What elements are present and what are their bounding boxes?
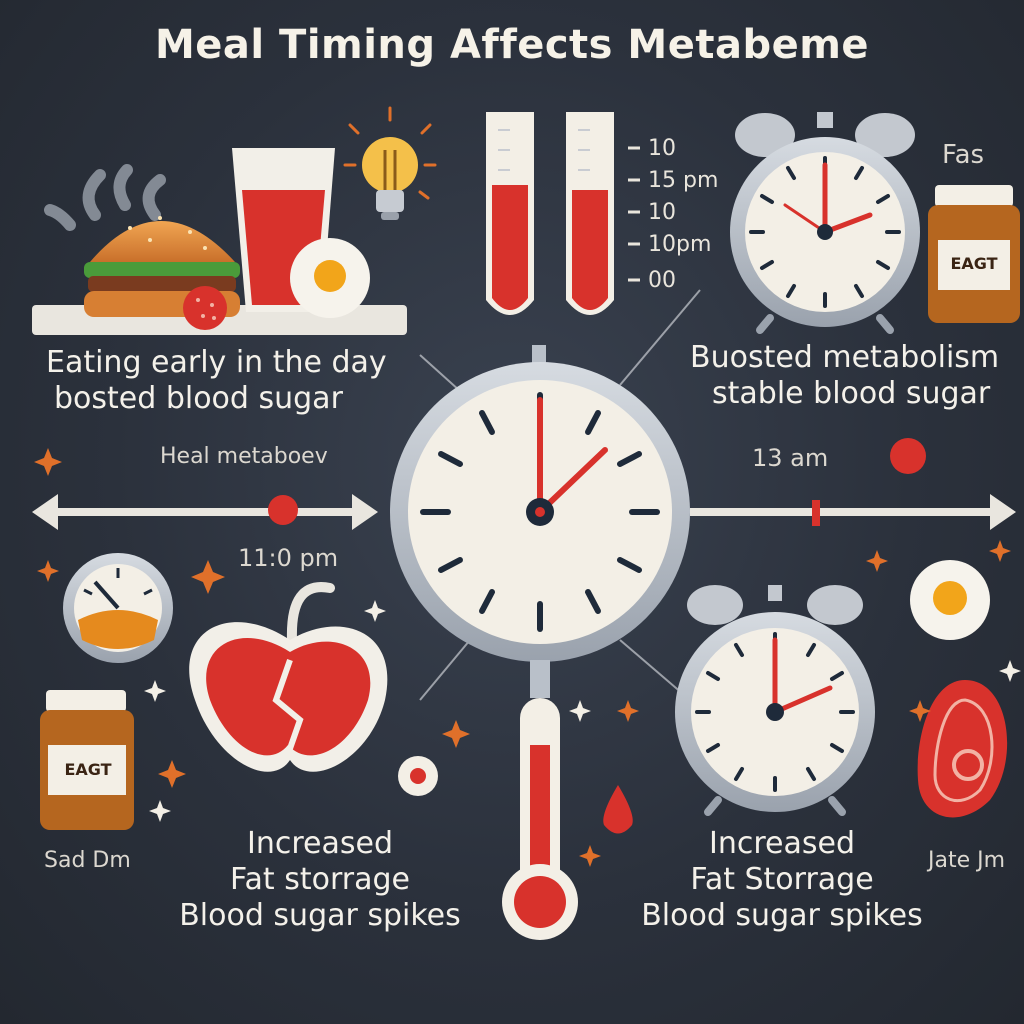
steam-icon — [44, 164, 166, 231]
caption-top-right: Buosted metabolism stable blood sugar — [690, 340, 1024, 412]
caption-line: stable blood sugar — [712, 376, 991, 411]
tube-scale-label: 10 — [648, 200, 676, 225]
page-title: Meal Timing Affects Metabeme — [154, 22, 870, 68]
alarm-clock-icon — [675, 585, 875, 816]
fried-egg-icon — [910, 560, 990, 640]
timeline-arrow-left — [32, 494, 378, 530]
caption-line: Fat storrage — [230, 862, 410, 897]
jar-icon — [40, 690, 134, 830]
timeline-arrow-right — [690, 438, 1016, 530]
tube-scale-label: 15 pm — [648, 168, 719, 193]
thermometer-icon — [502, 660, 578, 940]
caption-bottom-right: Increased Fat Storrage Blood sugar spike… — [612, 826, 952, 934]
bottom-left-label: Sad Dm — [44, 848, 131, 873]
caption-line: Eating early in the day — [46, 345, 387, 380]
caption-top-left: Eating early in the day bosted blood sug… — [40, 345, 440, 417]
tube-scale-label: 10pm — [648, 232, 712, 257]
wall-clock-icon — [390, 345, 690, 662]
lightbulb-icon — [343, 106, 437, 220]
timeline-right-time: 13 am — [752, 444, 829, 472]
caption-line: Fat Storrage — [690, 862, 874, 897]
fried-egg-icon — [398, 756, 438, 796]
bottom-right-label: Jate Jm — [928, 848, 1006, 873]
meat-icon — [917, 680, 1008, 818]
alarm-clock-icon — [730, 112, 920, 334]
jar-icon — [928, 185, 1020, 323]
caption-line: Increased — [246, 826, 393, 861]
tube-scale-label: 00 — [648, 268, 676, 293]
caption-line: Blood sugar spikes — [641, 898, 923, 933]
sparkle-icon — [34, 448, 1011, 867]
strawberry-icon — [183, 286, 227, 330]
gauge-icon — [63, 553, 173, 663]
caption-line: Increased — [708, 826, 855, 861]
test-tube-icon — [486, 112, 640, 315]
sparkle-icon — [144, 600, 1021, 822]
timeline-left-label: Heal metaboev — [160, 444, 328, 469]
fried-egg-icon — [290, 238, 370, 318]
caption-line: bosted blood sugar — [54, 381, 343, 416]
timeline-left-time: 11:0 pm — [238, 544, 339, 572]
top-right-label: Fas — [942, 140, 985, 170]
caption-bottom-left: Increased Fat storrage Blood sugar spike… — [150, 826, 490, 934]
caption-line: Blood sugar spikes — [179, 898, 461, 933]
burger-icon — [84, 216, 240, 317]
blood-drop-icon — [603, 785, 633, 834]
caption-line: Buosted metabolism — [690, 340, 1000, 375]
jar-label: EAGT — [950, 254, 998, 273]
tube-scale-label: 10 — [648, 136, 676, 161]
jar-label: EAGT — [64, 760, 112, 779]
apple-icon — [189, 582, 388, 772]
